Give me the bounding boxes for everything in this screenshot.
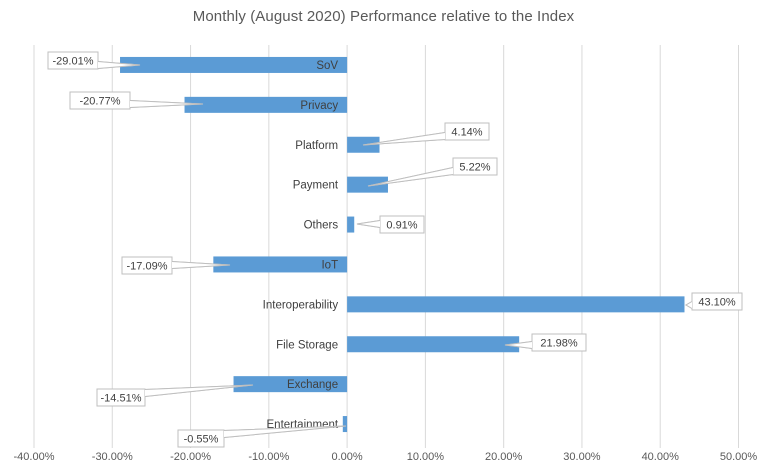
data-label-sov: -29.01% <box>53 56 94 68</box>
x-axis-tick-label: -20.00% <box>170 451 211 463</box>
data-label-box-entertainment <box>177 429 225 448</box>
data-label-payment: 5.22% <box>459 162 490 174</box>
category-label-payment: Payment <box>293 180 339 192</box>
x-axis-tick-label: 10.00% <box>407 451 445 463</box>
data-label-leader-top-exchange <box>144 384 254 397</box>
data-label-leader-top-entertainment <box>223 425 347 438</box>
x-axis-tick-label: -30.00% <box>92 451 133 463</box>
bar-file-storage <box>347 336 520 353</box>
x-axis-tick-label: 0.00% <box>332 451 363 463</box>
data-label-box-sov <box>47 51 99 70</box>
data-label-others: 0.91% <box>386 220 417 232</box>
data-label-box-payment <box>452 157 498 176</box>
data-label-leader-top-sov <box>97 61 141 69</box>
bar-privacy <box>184 96 348 113</box>
data-label-exchange: -14.51% <box>101 393 142 405</box>
category-label-privacy: Privacy <box>300 100 338 112</box>
data-label-box-platform <box>444 122 490 141</box>
category-label-sov: SoV <box>316 60 338 72</box>
x-axis-tick-label: 30.00% <box>563 451 601 463</box>
data-label-file-storage: 21.98% <box>540 338 578 350</box>
category-label-platform: Platform <box>295 140 338 152</box>
data-label-leader-top-file-storage <box>504 341 533 349</box>
data-label-iot: -17.09% <box>127 261 168 273</box>
data-label-interoperability: 43.10% <box>698 297 736 309</box>
x-axis-tick-label: 40.00% <box>642 451 680 463</box>
data-label-entertainment: -0.55% <box>184 434 219 446</box>
chart-title: Monthly (August 2020) Performance relati… <box>192 8 575 25</box>
data-label-leader-top-iot <box>171 261 231 269</box>
category-label-file-storage: File Storage <box>276 339 338 351</box>
x-axis-tick-label: -10.00% <box>248 451 289 463</box>
data-label-box-exchange <box>96 388 146 407</box>
bar-entertainment <box>342 416 348 433</box>
x-axis-tick-label: 50.00% <box>720 451 758 463</box>
category-label-iot: IoT <box>321 259 338 271</box>
category-label-others: Others <box>304 220 339 232</box>
category-label-interoperability: Interoperability <box>263 299 339 311</box>
bar-payment <box>347 176 388 193</box>
data-label-leader-top-privacy <box>129 100 204 108</box>
x-axis-tick-label: -40.00% <box>14 451 55 463</box>
category-label-exchange: Exchange <box>287 379 338 391</box>
bar-interoperability <box>347 296 685 313</box>
data-label-leader-top-interoperability <box>685 301 693 309</box>
data-label-leader-top-platform <box>362 132 446 146</box>
x-axis-tick-label: 20.00% <box>485 451 523 463</box>
data-label-platform: 4.14% <box>451 127 482 139</box>
bar-exchange <box>233 376 348 393</box>
bar-sov <box>120 56 348 73</box>
bar-others <box>347 216 355 233</box>
bar-iot <box>213 256 348 273</box>
data-label-leader-top-payment <box>367 167 454 187</box>
data-label-leader-top-others <box>356 220 381 228</box>
data-label-privacy: -20.77% <box>80 96 121 108</box>
bar-series <box>120 56 685 433</box>
